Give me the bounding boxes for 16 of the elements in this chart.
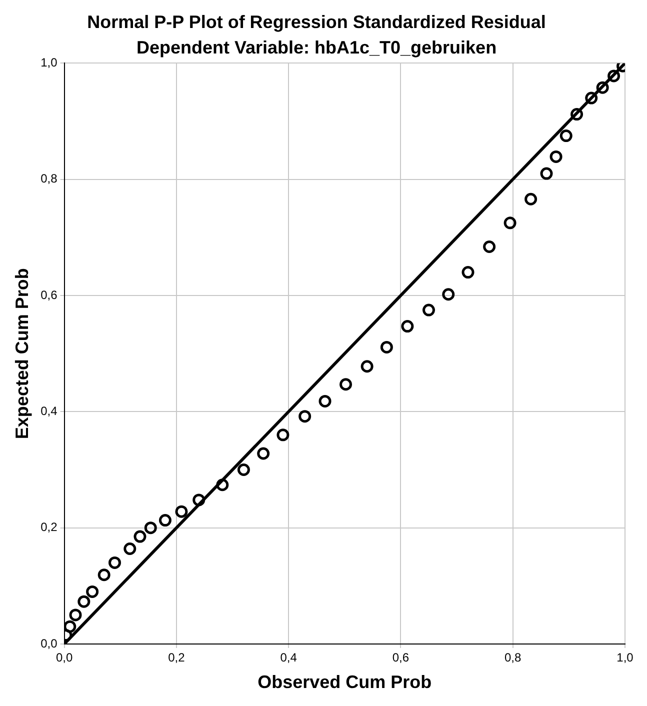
y-tick-label: 0,8 xyxy=(40,172,58,186)
chart-title: Normal P-P Plot of Regression Standardized Residual xyxy=(87,12,546,32)
x-tick-label: 0,0 xyxy=(56,650,73,665)
x-tick-label: 0,6 xyxy=(392,650,410,665)
y-tick-label: 0,6 xyxy=(40,288,58,302)
x-tick-label: 0,4 xyxy=(280,650,298,665)
x-tick-label: 0,8 xyxy=(504,650,522,665)
x-tick-label: 0,2 xyxy=(168,650,186,665)
x-axis-title: Observed Cum Prob xyxy=(258,672,432,692)
chart-subtitle: Dependent Variable: hbA1c_T0_gebruiken xyxy=(136,37,497,58)
y-tick-label: 1,0 xyxy=(40,56,58,70)
y-axis-title: Expected Cum Prob xyxy=(12,268,32,440)
x-tick-label: 1,0 xyxy=(616,650,634,665)
y-tick-label: 0,4 xyxy=(40,404,58,418)
y-tick-label: 0,0 xyxy=(40,636,58,650)
y-tick-label: 0,2 xyxy=(40,520,58,534)
